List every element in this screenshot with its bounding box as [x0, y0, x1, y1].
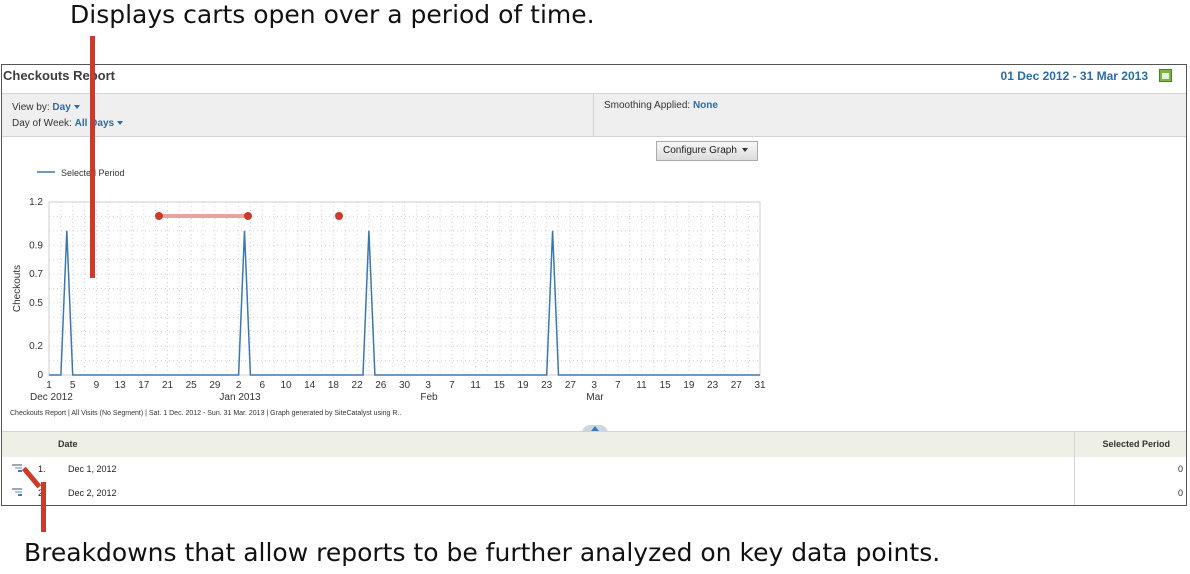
annotation-dot	[244, 212, 252, 220]
column-header-selected-period[interactable]: Selected Period	[1102, 439, 1170, 449]
report-options-bar: View by: Day Day of Week: All Days Smoot…	[2, 93, 1186, 137]
day-of-week-label: Day of Week:	[12, 118, 72, 129]
x-tick-label: 5	[70, 380, 76, 391]
x-tick-label: 6	[260, 380, 266, 391]
table-row: 2. Dec 2, 2012 0	[2, 481, 1186, 505]
view-by-row: View by: Day	[12, 100, 123, 116]
annotation-pointer-top	[90, 36, 95, 278]
row-value: 0	[1177, 488, 1183, 498]
y-tick-label: 0.7	[29, 269, 43, 280]
y-tick-label: 0.5	[29, 298, 43, 309]
breakdown-icon[interactable]	[12, 488, 22, 497]
x-tick-label: 2	[236, 380, 242, 391]
x-tick-label: 10	[280, 380, 292, 391]
x-month-label: Feb	[420, 392, 438, 403]
table-row: 1. Dec 1, 2012 0	[2, 457, 1186, 481]
y-axis-label: Checkouts	[12, 265, 23, 312]
x-tick-label: 29	[209, 380, 221, 391]
smoothing-value-link[interactable]: None	[692, 100, 718, 111]
x-tick-label: 3	[591, 380, 597, 391]
options-divider	[593, 94, 594, 136]
x-tick-label: 31	[754, 380, 766, 391]
chart-footnote: Checkouts Report | All Visits (No Segmen…	[10, 410, 402, 417]
x-tick-label: 3	[425, 380, 431, 391]
chevron-down-icon	[117, 121, 124, 126]
x-tick-label: 17	[138, 380, 150, 391]
x-tick-label: 23	[541, 380, 553, 391]
x-tick-label: 15	[660, 380, 672, 391]
collapse-graph-toggle[interactable]	[582, 425, 608, 433]
y-tick-label: 0.2	[29, 341, 43, 352]
x-tick-label: 26	[375, 380, 387, 391]
configure-graph-button[interactable]: Configure Graph	[656, 141, 758, 161]
table-header: Date Selected Period	[2, 431, 1186, 457]
x-month-label: Mar	[586, 392, 604, 403]
callout-bottom: Breakdowns that allow reports to be furt…	[24, 538, 941, 567]
x-tick-label: 21	[162, 380, 174, 391]
annotation-dot	[155, 212, 163, 220]
x-tick-label: 13	[115, 380, 127, 391]
x-tick-label: 19	[683, 380, 695, 391]
smoothing-row: Smoothing Applied: None	[604, 100, 718, 111]
y-tick-label: 0.9	[29, 240, 43, 251]
x-tick-label: 14	[304, 380, 316, 391]
x-tick-label: 9	[94, 380, 100, 391]
view-by-dropdown[interactable]: Day	[52, 102, 80, 113]
x-tick-label: 7	[449, 380, 455, 391]
breakdown-icon[interactable]	[12, 464, 22, 473]
column-header-date[interactable]: Date	[58, 439, 78, 449]
column-divider	[1074, 431, 1075, 505]
y-tick-label: 1.2	[29, 197, 43, 208]
annotation-dot	[335, 212, 343, 220]
row-rank: 1.	[38, 464, 46, 474]
view-by-label: View by:	[12, 102, 50, 113]
configure-graph-label: Configure Graph	[663, 145, 737, 156]
page-title: Checkouts Report	[3, 68, 115, 83]
x-tick-label: 27	[731, 380, 743, 391]
smoothing-label: Smoothing Applied:	[604, 100, 691, 111]
row-date: Dec 1, 2012	[68, 464, 117, 474]
x-tick-label: 1	[46, 380, 52, 391]
y-tick-label: 0	[37, 370, 43, 381]
checkouts-report-panel: Checkouts Report 01 Dec 2012 - 31 Mar 20…	[1, 64, 1187, 506]
x-tick-label: 30	[399, 380, 411, 391]
x-tick-label: 7	[615, 380, 621, 391]
x-tick-label: 27	[565, 380, 577, 391]
callout-top: Displays carts open over a period of tim…	[70, 0, 595, 29]
x-tick-label: 22	[352, 380, 364, 391]
x-tick-label: 11	[636, 380, 647, 391]
x-tick-label: 19	[517, 380, 529, 391]
calendar-icon[interactable]	[1159, 69, 1172, 82]
x-tick-label: 18	[328, 380, 340, 391]
x-tick-label: 25	[186, 380, 198, 391]
x-month-label: Jan 2013	[219, 392, 261, 403]
view-by-value: Day	[52, 102, 71, 113]
row-value: 0	[1177, 464, 1183, 474]
chevron-down-icon	[741, 148, 748, 153]
date-range-link[interactable]: 01 Dec 2012 - 31 Mar 2013	[1000, 69, 1148, 83]
x-tick-label: 23	[707, 380, 719, 391]
annotation-pointer-bottom	[41, 482, 46, 532]
x-tick-label: 11	[470, 380, 481, 391]
x-month-label: Dec 2012	[30, 392, 73, 403]
chevron-down-icon	[73, 105, 80, 110]
row-date: Dec 2, 2012	[68, 488, 117, 498]
series-line	[49, 230, 760, 376]
x-tick-label: 15	[494, 380, 506, 391]
